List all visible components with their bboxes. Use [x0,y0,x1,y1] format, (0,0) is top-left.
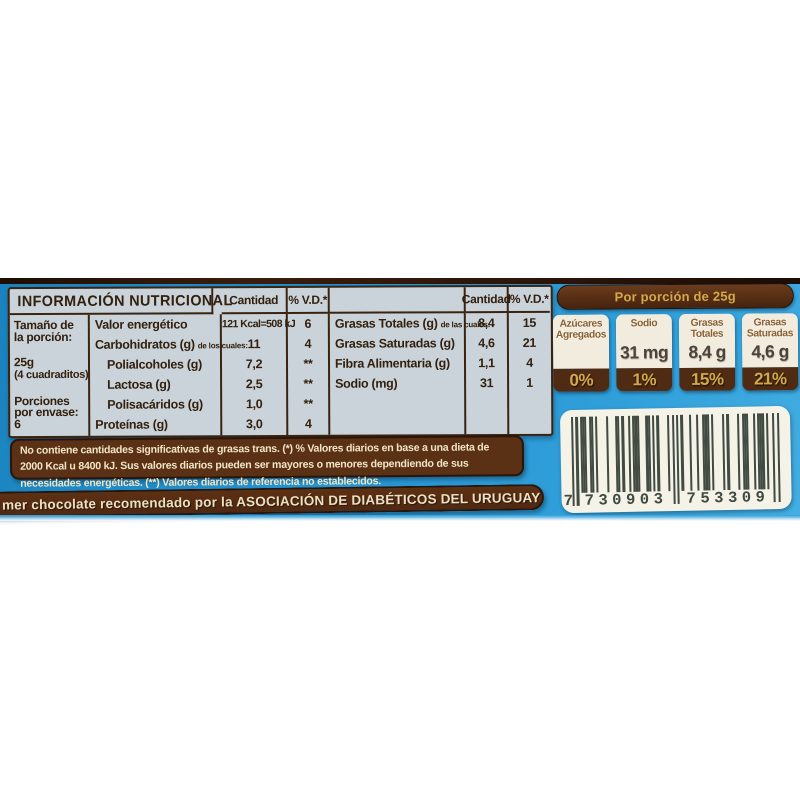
barcode: 7 730903 753309 [559,405,792,514]
nutrient-vd: ** [303,377,313,392]
nutrient-name: Proteínas (g) [95,417,168,433]
nutrition-table-header: INFORMACIÓN NUTRICIONAL Cantidad % V.D.*… [9,286,551,316]
nutrient-vd: 15 [522,315,537,330]
gda-badges-row: Azúcares Agregados 0% Sodio 31 mg 1% Gra… [552,313,799,392]
col-header-cantidad-right: Cantidad [462,287,511,314]
gda-badge-grasas-saturadas: Grasas Saturadas 4,6 g 21% [741,313,799,391]
col-header-vd-left: % V.D.* [287,287,330,314]
package-photo-band: INFORMACIÓN NUTRICIONAL Cantidad % V.D.*… [0,278,800,521]
serving-size-note: (4 cuadraditos) [14,368,89,381]
nutrient-name: Carbohidratos (g) de los cuales: [94,337,248,352]
nutrient-vd: 1 [526,376,533,391]
serving-size-grams: 25g [13,355,34,370]
serving-info-column: Tamaño de la porción: 25g (4 cuadraditos… [9,314,91,437]
nutrient-amount: 31 [479,376,494,391]
nutrient-amount: 8,4 [478,316,495,331]
nutrient-amount: 3,0 [245,417,263,432]
gda-badge-percent: 0% [553,368,610,392]
nutrient-amount: 1,1 [478,356,495,371]
nutrient-name: Lactosa (g) [107,377,171,393]
gda-badge-percent: 21% [742,367,799,391]
vd-values-left: 6 4 ** ** ** 4 [287,313,331,435]
nutrient-amount: 1,0 [245,397,263,412]
gda-header-pill: Por porción de 25g [556,283,794,310]
nutrient-name: Fibra Alimentaria (g) [334,356,450,371]
gda-badge-label: Azúcares Agregados [555,318,607,341]
barcode-digits: 7 730903 753309 [563,488,770,511]
nutrient-vd: 6 [304,316,312,331]
cantidad-values-right: 8,4 4,6 1,1 31 [465,313,510,435]
gda-badge-grasas-totales: Grasas Totales 8,4 g 15% [678,313,736,391]
nutrient-vd: 4 [526,356,533,371]
gda-badge-azucares: Azúcares Agregados 0% [552,314,610,392]
nutrient-name: Polialcoholes (g) [106,357,202,372]
nutrient-amount: 2,5 [245,377,263,392]
nutrient-amount: 11 [247,337,261,352]
gda-badge-label: Sodio [630,318,658,330]
vd-values-right: 15 21 4 1 [509,313,551,434]
daily-values-footnote: No contiene cantidades significativas de… [9,435,525,490]
nutrient-name: Grasas Saturadas (g) [334,336,455,351]
gda-badge-label: Grasas Saturadas [746,317,794,340]
col-header-vd-right: % V.D.* [508,286,550,314]
nutrient-amount: 7,2 [245,357,263,372]
nutrition-table: INFORMACIÓN NUTRICIONAL Cantidad % V.D.*… [7,284,554,439]
nutrient-vd: 4 [304,336,312,351]
nutrient-amount: 4,6 [478,336,495,351]
gda-badge-amount: 31 mg [619,342,669,363]
col-header-empty [329,287,466,314]
nutrient-amount: 121 Kcal=508 kJ [221,317,296,331]
nutrient-vd: ** [303,397,313,412]
gda-badge-percent: 15% [679,367,736,391]
nutrient-vd: 4 [304,417,312,432]
nutrient-names-right: Grasas Totales (g) de las cuales: Grasas … [329,313,491,435]
gda-badge-amount: 4,6 g [751,341,789,362]
package-top-edge [0,278,800,284]
nutrition-table-body: Tamaño de la porción: 25g (4 cuadraditos… [9,313,552,437]
nutrient-names-left: Valor energético Carbohidratos (g) de los… [89,314,248,436]
serving-size-label: Tamaño de la porción: [13,317,74,344]
gda-badge-percent: 1% [616,368,673,392]
endorsement-text: mer chocolate recomendado por la ASOCIAC… [1,489,541,513]
serving-size-value: 25g (4 cuadraditos) [13,355,89,381]
nutrition-table-title: INFORMACIÓN NUTRICIONAL [9,288,233,316]
nutrient-name: Grasas Totales (g) de las cuales: [334,316,491,331]
servings-per-pack: Porciones por envase: 6 [14,393,79,431]
gda-section: Por porción de 25g Azúcares Agregados 0%… [552,283,799,514]
gda-badge-sodio: Sodio 31 mg 1% [615,314,673,392]
nutrient-vd: ** [303,357,313,372]
nutrient-name: Sodio (mg) [335,376,398,392]
cantidad-values-left: 121 Kcal=508 kJ 11 7,2 2,5 1,0 3,0 [221,313,296,436]
nutrient-name: Polisacáridos (g) [107,397,203,413]
nutrient-name: Valor energético [94,317,188,332]
nutrient-vd: 21 [522,335,537,351]
gda-badge-label: Grasas Totales [690,317,724,340]
gda-badge-amount: 8,4 g [688,341,726,362]
